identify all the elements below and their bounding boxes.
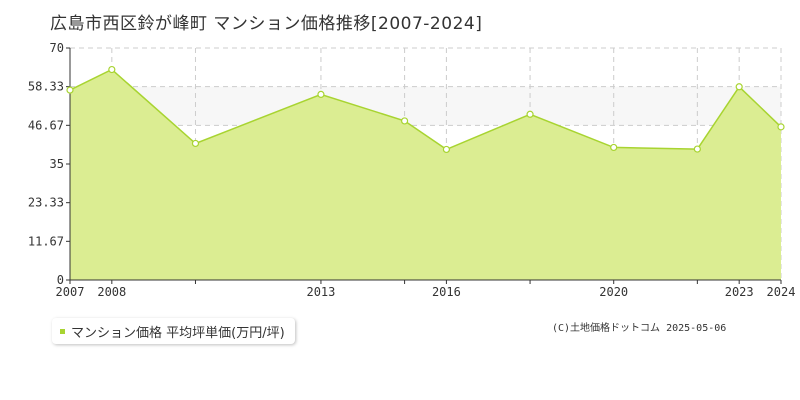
y-tick-labels: 0 11.67 23.33 35 46.67 58.33 70 bbox=[28, 41, 70, 287]
data-point-2010 bbox=[191, 139, 200, 148]
x-tick-label-2007: 2007 bbox=[56, 285, 85, 299]
y-tick-label-4: 46.67 bbox=[28, 118, 64, 132]
x-tick-labels: 2007 2008 2013 2016 2020 2023 2024 bbox=[56, 280, 796, 299]
x-tick-label-2016: 2016 bbox=[432, 285, 461, 299]
y-tick-label-3: 35 bbox=[50, 157, 64, 171]
y-tick-label-2: 23.33 bbox=[28, 196, 64, 210]
price-area-fill bbox=[70, 69, 781, 280]
data-point-2024 bbox=[777, 123, 785, 131]
data-point-2015 bbox=[400, 117, 409, 125]
data-point-2022 bbox=[693, 145, 701, 153]
legend: マンション価格 平均坪単価(万円/坪) bbox=[52, 318, 295, 344]
data-point-2008 bbox=[108, 65, 116, 74]
chart-title: 広島市西区鈴が峰町 マンション価格推移[2007-2024] bbox=[50, 14, 483, 34]
data-point-2018 bbox=[526, 110, 534, 118]
x-tick-label-2023: 2023 bbox=[725, 285, 754, 299]
copyright: (C)土地価格ドットコム 2025-05-06 bbox=[552, 323, 727, 334]
highlight-band bbox=[70, 86, 781, 126]
data-points bbox=[66, 65, 785, 154]
y-tick-label-1: 11.67 bbox=[28, 234, 64, 248]
data-point-2016 bbox=[442, 145, 451, 154]
legend-label: マンション価格 平均坪単価(万円/坪) bbox=[71, 325, 285, 341]
x-tick-label-2008: 2008 bbox=[97, 285, 126, 299]
y-tick-label-0: 0 bbox=[57, 273, 64, 287]
x-tick-label-2024: 2024 bbox=[767, 285, 796, 299]
legend-swatch bbox=[60, 328, 65, 334]
x-tick-label-2013: 2013 bbox=[306, 285, 335, 299]
data-point-2020 bbox=[610, 143, 618, 152]
data-point-2007 bbox=[66, 86, 74, 94]
x-tick-label-2020: 2020 bbox=[599, 285, 628, 299]
data-point-2023 bbox=[735, 83, 743, 91]
y-tick-label-5: 58.33 bbox=[28, 80, 64, 94]
data-point-2013 bbox=[317, 90, 325, 99]
y-tick-label-6: 70 bbox=[50, 41, 64, 55]
